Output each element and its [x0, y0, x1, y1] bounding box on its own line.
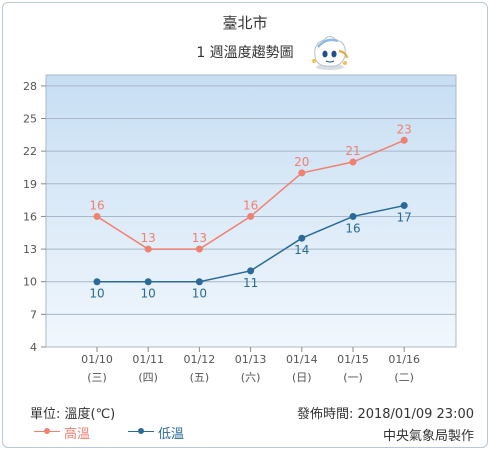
x-tick-date: 01/15 — [337, 353, 369, 366]
city-title: 臺北市 — [222, 14, 268, 32]
data-label-high: 20 — [294, 155, 309, 169]
data-label-low: 10 — [89, 287, 104, 301]
x-tick-weekday: (一) — [343, 371, 363, 384]
point-high — [144, 245, 152, 253]
point-low — [93, 278, 101, 286]
point-low — [298, 234, 306, 242]
x-tick-weekday: (三) — [87, 371, 107, 384]
point-high — [298, 169, 306, 177]
publish-time: 發佈時間: 2018/01/09 23:00 — [296, 407, 474, 422]
unit-label: 單位: 溫度(℃) — [30, 407, 116, 422]
point-high — [195, 245, 203, 253]
legend-low-label: 低溫 — [158, 427, 185, 442]
data-label-low: 16 — [345, 221, 360, 235]
y-tick-label: 28 — [23, 80, 37, 93]
y-tick-label: 7 — [30, 308, 37, 321]
point-low — [247, 267, 255, 275]
y-tick-label: 25 — [23, 113, 37, 126]
y-tick-label: 4 — [30, 341, 37, 354]
point-low — [144, 278, 152, 286]
legend-high-label: 高溫 — [64, 427, 91, 442]
data-label-low: 11 — [243, 276, 258, 290]
legend-low-marker — [138, 428, 144, 434]
x-tick-date: 01/10 — [81, 353, 113, 366]
y-tick-label: 19 — [23, 178, 37, 191]
x-axis-labels: 01/10 (三) 01/11 (四) 01/12 (五) 01/13 (六) 01/14 (日)… — [81, 347, 420, 384]
mascot-icon — [312, 36, 348, 70]
x-tick-weekday: (二) — [394, 371, 414, 384]
temperature-chart: 4 7 10 13 16 19 22 25 28 01/10 (三) 01/11 (四) 01/12 (五… — [23, 36, 457, 384]
point-high — [93, 212, 101, 220]
x-tick-date: 01/12 — [184, 353, 216, 366]
x-tick-weekday: (四) — [138, 371, 158, 384]
x-tick-date: 01/14 — [286, 353, 318, 366]
plot-area — [45, 74, 457, 348]
legend-high-marker — [44, 428, 50, 434]
point-low — [400, 202, 408, 210]
x-tick-weekday: (五) — [190, 371, 210, 384]
point-high — [349, 158, 357, 166]
point-high — [400, 136, 408, 144]
issuer-label: 中央氣象局製作 — [382, 429, 474, 444]
data-label-high: 13 — [141, 231, 156, 245]
point-low — [349, 212, 357, 220]
y-tick-label: 10 — [23, 276, 37, 289]
point-low — [195, 278, 203, 286]
x-tick-date: 01/11 — [132, 353, 164, 366]
gridlines — [41, 85, 456, 348]
x-tick-date: 01/16 — [388, 353, 420, 366]
data-label-high: 16 — [89, 198, 104, 212]
x-tick-date: 01/13 — [235, 353, 267, 366]
data-label-high: 16 — [243, 198, 258, 212]
chart-subtitle: 1 週溫度趨勢圖 — [196, 45, 294, 61]
y-axis-labels: 4 7 10 13 16 19 22 25 28 — [23, 80, 37, 354]
data-label-low: 10 — [192, 287, 207, 301]
y-tick-label: 13 — [23, 243, 37, 256]
data-label-high: 21 — [345, 144, 360, 158]
y-tick-label: 16 — [23, 210, 37, 223]
x-tick-weekday: (六) — [241, 371, 261, 384]
y-tick-label: 22 — [23, 145, 37, 158]
point-high — [247, 212, 255, 220]
data-label-low: 10 — [141, 287, 156, 301]
data-label-high: 13 — [192, 231, 207, 245]
series-layer: 16 13 13 16 20 21 23 10 10 10 11 14 16 17 — [89, 122, 411, 300]
x-tick-weekday: (日) — [292, 371, 312, 384]
data-label-low: 17 — [397, 211, 412, 225]
data-label-high: 23 — [397, 122, 412, 136]
data-label-low: 14 — [294, 243, 309, 257]
